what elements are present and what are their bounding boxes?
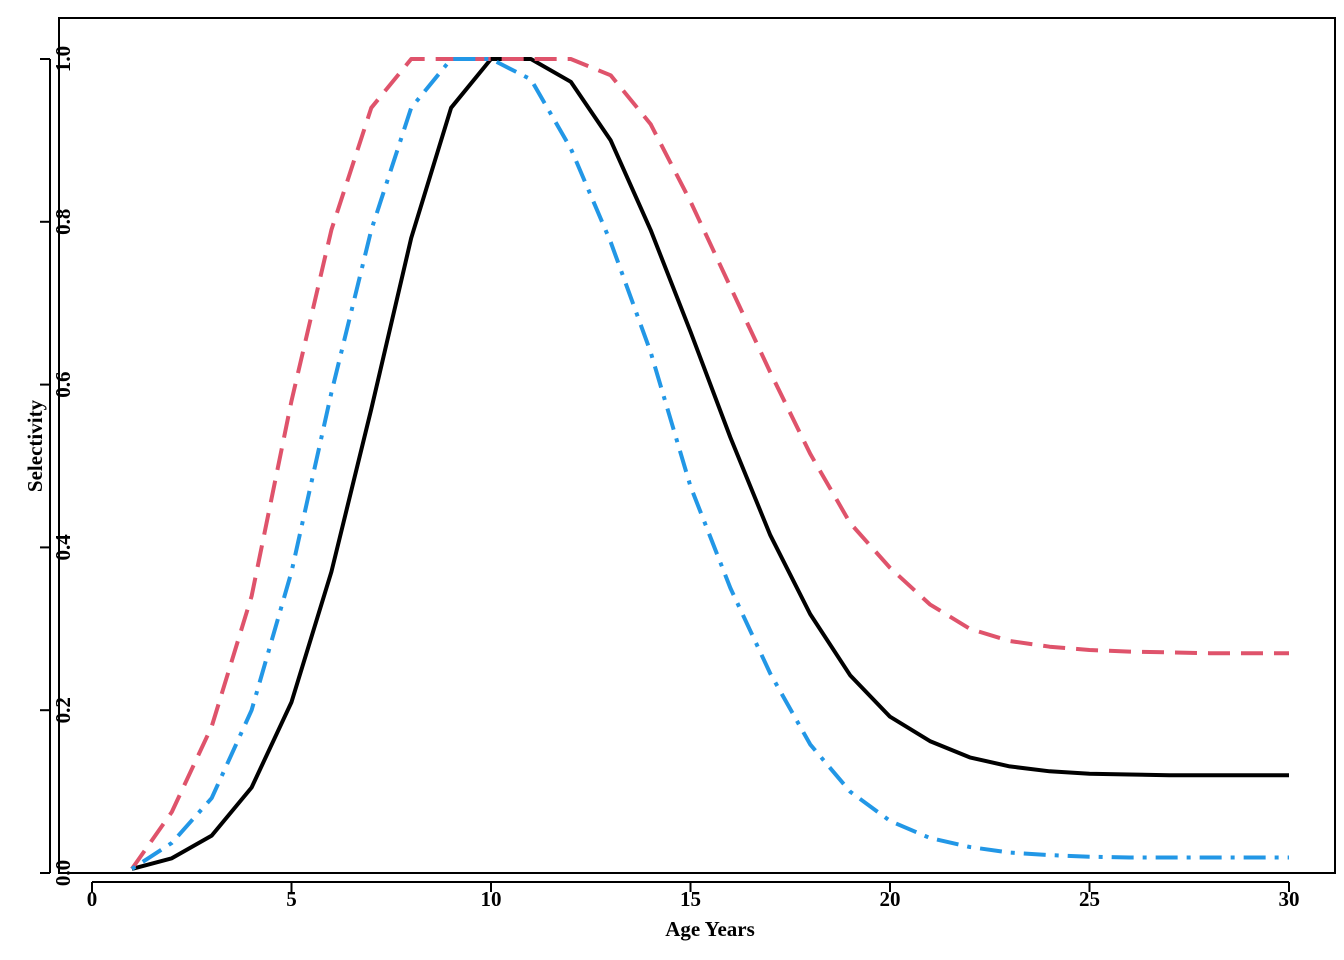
y-tick-label: 1.0 <box>51 46 75 72</box>
axis-layer: 0 5 10 15 20 25 30 0.0 0.2 0.4 0.6 0.8 1.0 <box>40 46 1300 911</box>
y-tick-label: 0.4 <box>51 534 75 561</box>
x-tick-label: 15 <box>680 887 701 911</box>
series-line-2 <box>130 57 1289 871</box>
series-layer <box>130 57 1289 871</box>
x-tick-label: 25 <box>1079 887 1100 911</box>
x-axis-title: Age Years <box>665 917 755 941</box>
series-line-1 <box>131 57 1289 871</box>
x-tick-label: 30 <box>1279 887 1300 911</box>
x-tick-label: 10 <box>481 887 502 911</box>
x-tick-label: 20 <box>880 887 901 911</box>
y-axis-title: Selectivity <box>23 399 47 492</box>
x-tick-label: 0 <box>87 887 98 911</box>
x-tick-label: 5 <box>286 887 297 911</box>
y-tick-label: 0.2 <box>51 697 75 723</box>
y-tick-label: 0.8 <box>51 209 75 235</box>
y-tick-label: 0.0 <box>51 860 75 886</box>
y-tick-label: 0.6 <box>51 371 75 397</box>
series-line-3 <box>130 57 1289 871</box>
plot-frame <box>58 17 1336 874</box>
